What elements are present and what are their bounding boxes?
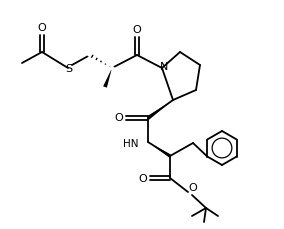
Text: O: O [133,25,141,35]
Text: O: O [189,183,197,193]
Text: S: S [65,64,73,74]
Polygon shape [148,142,171,158]
Text: HN: HN [124,139,139,149]
Text: O: O [115,113,123,123]
Text: O: O [139,174,147,184]
Polygon shape [103,68,112,88]
Text: O: O [37,23,46,33]
Text: N: N [160,62,168,72]
Polygon shape [147,100,173,120]
